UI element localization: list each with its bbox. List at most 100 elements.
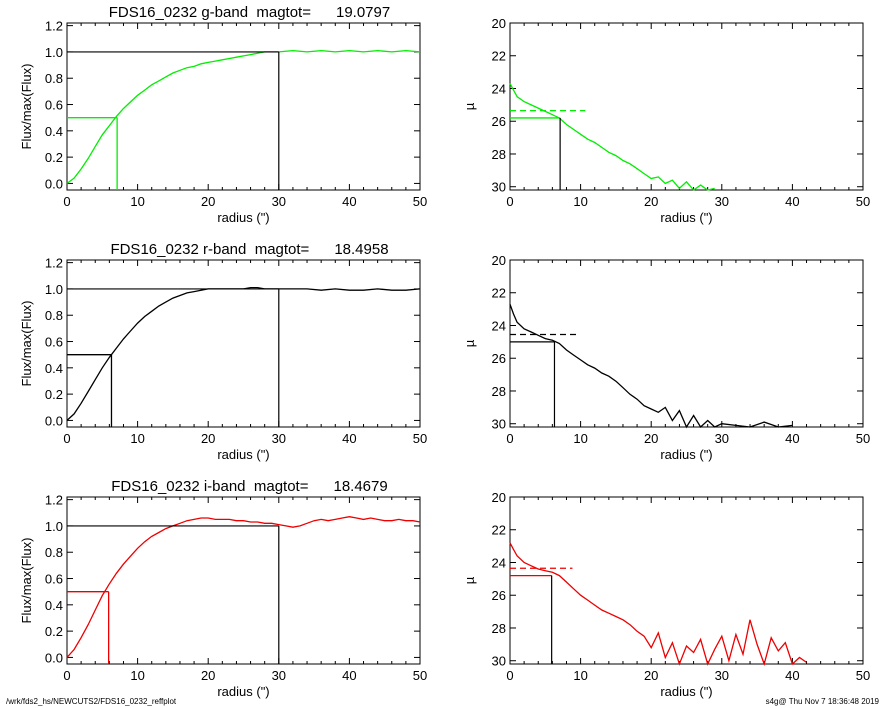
x-tick-label: 10 xyxy=(573,194,587,209)
y-axis-label: µ xyxy=(462,102,477,110)
plot-frame xyxy=(509,259,864,428)
y-tick-label: 28 xyxy=(492,384,506,399)
y-tick-label: 30 xyxy=(492,417,506,432)
x-axis-label: radius (") xyxy=(660,684,712,699)
y-tick-label: 22 xyxy=(492,49,506,64)
x-tick-label: 30 xyxy=(272,431,286,446)
profile-line xyxy=(66,286,421,421)
y-tick-label: 0.6 xyxy=(45,98,63,113)
y-axis-label: µ xyxy=(462,576,477,584)
y-tick-label: 0.6 xyxy=(45,572,63,587)
chart-title: FDS16_0232 i-band magtot= 18.4679 xyxy=(111,478,387,495)
y-tick-label: 30 xyxy=(492,180,506,195)
x-tick-label: 0 xyxy=(506,668,513,683)
x-tick-label: 40 xyxy=(785,431,799,446)
x-axis-label: radius (") xyxy=(660,447,712,462)
plot-frame xyxy=(509,22,864,191)
chart-panel-1: 0 10 20 30 40 50 0.0 0.2 0.4 0.6 0.8 1.0 1.2 radius (… xyxy=(19,4,427,225)
y-tick-label: 0.0 xyxy=(45,176,63,191)
profile-line xyxy=(66,516,421,658)
y-axis-label: Flux/max(Flux) xyxy=(19,64,34,150)
y-axis-label: Flux/max(Flux) xyxy=(19,538,34,624)
footer-path: /wrk/fds2_hs/NEWCUTS2/FDS16_0232_reffplo… xyxy=(6,697,177,706)
x-tick-label: 30 xyxy=(715,668,729,683)
x-axis-label: radius (") xyxy=(217,447,269,462)
x-tick-label: 0 xyxy=(63,431,70,446)
y-tick-label: 24 xyxy=(492,555,506,570)
x-tick-label: 20 xyxy=(644,668,658,683)
x-tick-label: 10 xyxy=(130,431,144,446)
y-tick-label: 30 xyxy=(492,654,506,669)
y-tick-label: 1.0 xyxy=(45,519,63,534)
chart-panel-5: 0 10 20 30 40 50 0.0 0.2 0.4 0.6 0.8 1.0 1.2 radius (… xyxy=(19,478,427,699)
y-tick-label: 20 xyxy=(492,490,506,505)
y-tick-label: 0.8 xyxy=(45,545,63,560)
y-tick-label: 1.2 xyxy=(45,256,63,271)
x-tick-label: 50 xyxy=(856,431,870,446)
x-tick-label: 10 xyxy=(130,668,144,683)
y-tick-label: 26 xyxy=(492,588,506,603)
y-tick-label: 0.0 xyxy=(45,650,63,665)
profile-line xyxy=(509,303,793,429)
plot-frame xyxy=(66,22,421,191)
x-tick-label: 30 xyxy=(715,194,729,209)
x-tick-label: 50 xyxy=(413,668,427,683)
x-tick-label: 20 xyxy=(201,668,215,683)
profile-line xyxy=(509,83,715,191)
y-tick-label: 0.8 xyxy=(45,308,63,323)
chart-title: FDS16_0232 r-band magtot= 18.4958 xyxy=(110,241,388,258)
y-tick-label: 24 xyxy=(492,318,506,333)
y-tick-label: 0.2 xyxy=(45,150,63,165)
x-tick-label: 50 xyxy=(856,194,870,209)
x-tick-label: 30 xyxy=(715,431,729,446)
x-axis-label: radius (") xyxy=(660,210,712,225)
x-tick-label: 0 xyxy=(506,431,513,446)
x-tick-label: 40 xyxy=(342,194,356,209)
y-tick-label: 0.4 xyxy=(45,124,63,139)
x-tick-label: 40 xyxy=(785,668,799,683)
x-tick-label: 0 xyxy=(63,194,70,209)
y-tick-label: 24 xyxy=(492,81,506,96)
y-tick-label: 26 xyxy=(492,351,506,366)
plot-frame xyxy=(509,496,864,665)
x-axis-label: radius (") xyxy=(217,210,269,225)
y-tick-label: 22 xyxy=(492,523,506,538)
plot-frame xyxy=(66,259,421,428)
x-tick-label: 40 xyxy=(342,668,356,683)
y-tick-label: 22 xyxy=(492,286,506,301)
x-tick-label: 30 xyxy=(272,668,286,683)
x-tick-label: 40 xyxy=(342,431,356,446)
y-tick-label: 1.2 xyxy=(45,19,63,34)
x-tick-label: 10 xyxy=(573,668,587,683)
x-tick-label: 20 xyxy=(644,194,658,209)
y-tick-label: 0.2 xyxy=(45,387,63,402)
y-axis-label: µ xyxy=(462,339,477,347)
y-tick-label: 28 xyxy=(492,147,506,162)
x-tick-label: 10 xyxy=(573,431,587,446)
profile-line xyxy=(509,542,807,667)
y-tick-label: 0.6 xyxy=(45,335,63,350)
y-axis-label: Flux/max(Flux) xyxy=(19,301,34,387)
y-tick-label: 26 xyxy=(492,114,506,129)
y-tick-label: 0.0 xyxy=(45,413,63,428)
x-tick-label: 20 xyxy=(201,194,215,209)
plot-frame xyxy=(66,496,421,665)
y-tick-label: 0.8 xyxy=(45,71,63,86)
y-tick-label: 20 xyxy=(492,253,506,268)
x-tick-label: 30 xyxy=(272,194,286,209)
x-tick-label: 40 xyxy=(785,194,799,209)
profile-line xyxy=(66,49,421,184)
y-tick-label: 1.2 xyxy=(45,493,63,508)
y-tick-label: 0.4 xyxy=(45,598,63,613)
chart-panel-3: 0 10 20 30 40 50 0.0 0.2 0.4 0.6 0.8 1.0 1.2 radius (… xyxy=(19,241,427,462)
x-tick-label: 50 xyxy=(413,194,427,209)
x-tick-label: 20 xyxy=(644,431,658,446)
x-tick-label: 10 xyxy=(130,194,144,209)
x-axis-label: radius (") xyxy=(217,684,269,699)
y-tick-label: 1.0 xyxy=(45,282,63,297)
footer-timestamp: s4g@ Thu Nov 7 18:36:48 2019 xyxy=(766,697,880,706)
y-tick-label: 1.0 xyxy=(45,45,63,60)
